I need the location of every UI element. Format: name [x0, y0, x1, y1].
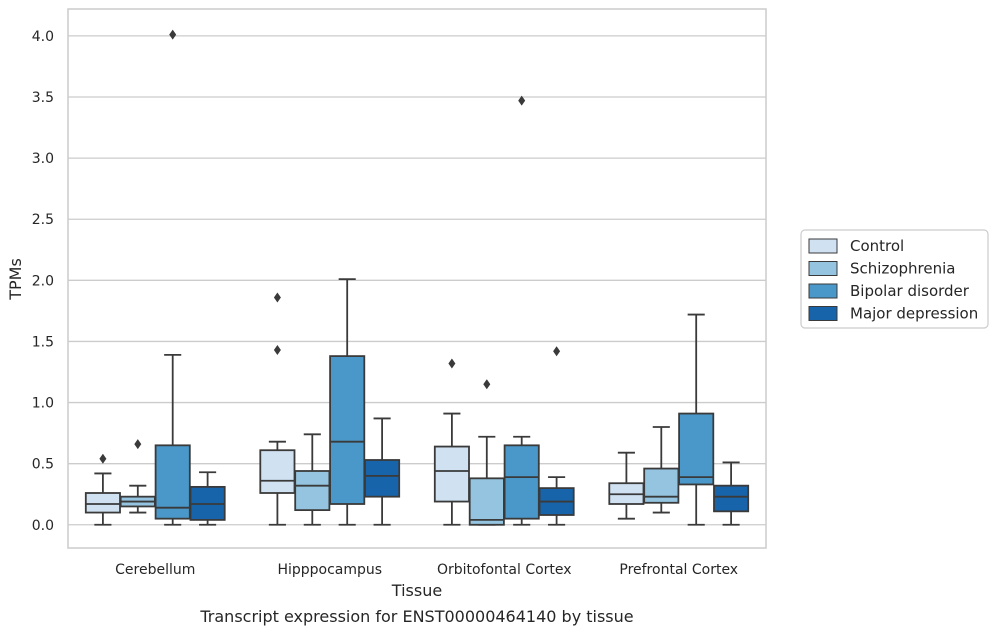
box — [503, 444, 540, 520]
y-tick-label: 4.0 — [32, 29, 54, 45]
x-tick-labels: Cerebellum Hipppocampus Orbitofontal Corte… — [115, 562, 738, 578]
legend-swatch — [808, 238, 838, 254]
box-group — [503, 95, 540, 526]
y-tick-label: 1.5 — [32, 334, 54, 350]
legend-frame — [800, 229, 989, 329]
grid-lines — [68, 35, 766, 526]
legend-label: Major depression — [850, 305, 978, 323]
legend-swatch — [808, 306, 838, 321]
box-group — [678, 313, 715, 526]
chart-caption: Transcript expression for ENST0000046414… — [199, 607, 633, 626]
box-group — [259, 292, 296, 526]
box — [329, 355, 366, 505]
box-group — [608, 451, 645, 520]
box-group — [189, 471, 226, 526]
box — [259, 449, 296, 494]
x-tick-label: Cerebellum — [115, 562, 195, 578]
box-group — [294, 433, 331, 526]
box-group — [364, 417, 401, 526]
outlier-point — [518, 95, 526, 106]
box-series — [84, 29, 750, 526]
y-axis-label: TPMs — [6, 258, 25, 301]
y-tick-label: 0.0 — [32, 518, 54, 534]
box-group — [713, 461, 750, 526]
x-axis-label: Tissue — [391, 581, 442, 600]
box-group — [329, 278, 366, 526]
outlier-point — [169, 29, 177, 40]
box — [154, 444, 191, 520]
y-tick-labels: 0.0 0.5 1.0 1.5 2.0 2.5 3.0 3.5 4.0 — [32, 29, 54, 534]
box — [713, 484, 750, 513]
y-tick-label: 3.0 — [32, 151, 54, 167]
outlier-point — [553, 346, 561, 357]
y-tick-label: 1.0 — [32, 396, 54, 412]
legend: Control Schizophrenia Bipolar disorder Majo… — [800, 229, 989, 329]
outlier-point — [483, 379, 491, 390]
x-tick-label: Prefrontal Cortex — [619, 562, 738, 578]
legend-label: Bipolar disorder — [850, 282, 970, 300]
outlier-point — [448, 358, 456, 369]
legend-swatch — [808, 261, 838, 276]
box — [433, 445, 470, 503]
legend-label: Control — [850, 237, 904, 255]
y-tick-label: 0.5 — [32, 457, 54, 473]
x-tick-label: Orbitofontal Cortex — [437, 562, 572, 578]
y-tick-label: 3.5 — [32, 90, 54, 106]
box — [84, 492, 121, 514]
outlier-point — [273, 345, 281, 355]
legend-label: Schizophrenia — [850, 260, 955, 278]
outlier-point — [99, 453, 107, 464]
box-group — [433, 358, 470, 526]
box — [294, 470, 331, 512]
plot-frame — [67, 8, 767, 549]
box-group — [643, 426, 680, 514]
outlier-point — [134, 439, 142, 450]
box — [468, 477, 505, 526]
legend-swatch — [808, 283, 838, 299]
box — [643, 467, 680, 504]
box-group — [538, 346, 575, 526]
box — [678, 412, 715, 486]
box — [364, 459, 401, 498]
y-tick-label: 2.0 — [32, 273, 54, 289]
box-group — [154, 29, 191, 526]
x-tick-label: Hipppocampus — [277, 562, 382, 578]
outlier-point — [273, 292, 281, 303]
y-tick-label: 2.5 — [32, 212, 54, 228]
